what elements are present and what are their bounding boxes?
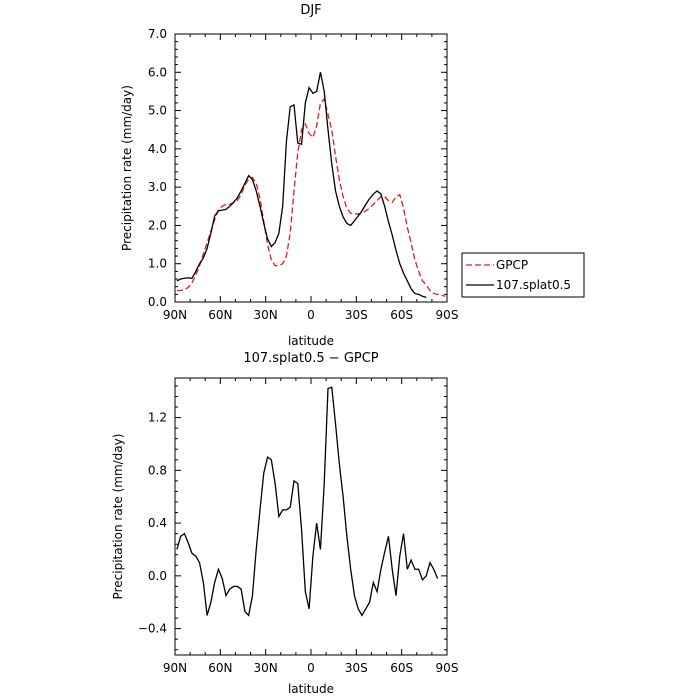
y-tick-label: 6.0 [148, 65, 167, 79]
plot-frame [174, 377, 448, 656]
x-axis-label: latitude [288, 682, 334, 696]
series-line-gpcp [176, 97, 446, 297]
x-tick-label: 0 [307, 308, 315, 322]
x-tick-label: 60N [208, 661, 232, 675]
legend-label: 107.splat0.5 [496, 278, 571, 292]
chart-title: DJF [300, 3, 321, 18]
y-tick-label: 7.0 [148, 27, 167, 41]
y-axis-label: Precipitation rate (mm/day) [120, 85, 134, 251]
x-tick-label: 30S [345, 661, 368, 675]
y-tick-label: 4.0 [148, 142, 167, 156]
x-axis-label: latitude [288, 334, 334, 348]
y-tick-label: 1.2 [148, 411, 167, 425]
difference-chart: 107.splat0.5 − GPCP 90N 60N 30N 0 30S 60S 90S −0… [111, 351, 458, 696]
plot-frame [174, 33, 448, 303]
chart-title: 107.splat0.5 − GPCP [243, 351, 378, 366]
x-tick-label: 90N [163, 661, 187, 675]
legend-label: GPCP [496, 258, 528, 272]
legend-box [461, 252, 585, 298]
y-axis-label: Precipitation rate (mm/day) [111, 434, 125, 600]
x-tick-label: 0 [307, 661, 315, 675]
djf-chart: DJF 90N 60N 30N 0 30S 60S 90S 0.0 1.0 2.0 3.0 4.0 5.0… [120, 3, 585, 348]
y-tick-label: 0.4 [148, 516, 167, 530]
y-tick-label: 3.0 [148, 180, 167, 194]
x-tick-label: 90S [436, 661, 459, 675]
x-tick-label: 30N [254, 308, 278, 322]
y-tick-label: 2.0 [148, 218, 167, 232]
y-tick-label: 0.0 [148, 569, 167, 583]
series-line-difference [176, 386, 439, 617]
x-tick-label: 60S [390, 308, 413, 322]
x-tick-label: 30N [254, 661, 278, 675]
x-tick-label: 60S [390, 661, 413, 675]
y-tick-label: −0.4 [138, 622, 167, 636]
x-tick-label: 30S [345, 308, 368, 322]
x-tick-label: 90S [436, 308, 459, 322]
y-tick-label: 0.8 [148, 463, 167, 477]
y-tick-label: 0.0 [148, 295, 167, 309]
y-tick-label: 5.0 [148, 104, 167, 118]
series-line-107-splat0-5 [176, 72, 427, 299]
y-tick-label: 1.0 [148, 257, 167, 271]
x-tick-label: 90N [163, 308, 187, 322]
x-tick-label: 60N [208, 308, 232, 322]
